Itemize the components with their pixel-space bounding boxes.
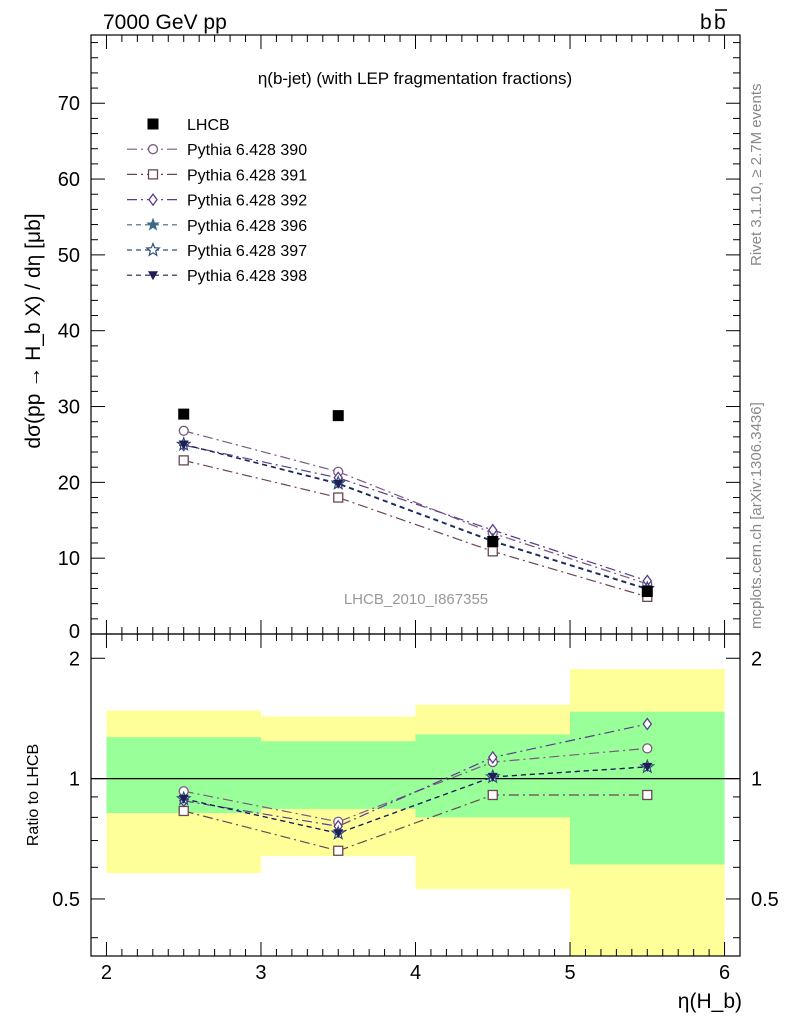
ratio-series-2-point-2 <box>333 845 344 856</box>
legend-label-2: Pythia 6.428 390 <box>187 142 307 159</box>
legend-marker-3 <box>147 169 159 180</box>
ratio-series-3-point-3 <box>487 750 498 764</box>
legend-marker-2 <box>147 144 159 155</box>
legend-marker-6 <box>145 241 161 257</box>
main-series-line-2 <box>183 459 648 598</box>
legend-label-7: Pythia 6.428 398 <box>187 268 307 285</box>
ratio-series-6-point-4 <box>642 762 653 772</box>
ratio-y-tick-label-left-1: 0.5 <box>52 889 80 911</box>
ratio-series-line-6 <box>183 766 648 834</box>
main-panel: η(b-jet) (with LEP fragmentation fractio… <box>22 34 741 643</box>
rivet-label: Rivet 3.1.10, ≥ 2.7M events <box>748 84 765 267</box>
process-label-b: b <box>700 11 712 34</box>
x-tick-label-3: 4 <box>410 962 421 984</box>
x-tick-label-2: 3 <box>255 962 266 984</box>
main-series-line-6 <box>183 443 648 590</box>
legend-label-1: LHCB <box>187 117 230 134</box>
legend-label-6: Pythia 6.428 397 <box>187 243 307 260</box>
main-series-line-1 <box>183 430 648 585</box>
main-series-1-point-1 <box>178 425 189 436</box>
main-y-tick-label-7: 70 <box>58 93 80 115</box>
ratio-series-6-point-1 <box>178 794 189 804</box>
ratio-y-axis-label: Ratio to LHCB <box>25 744 42 846</box>
ratio-band-inner-2 <box>260 741 416 809</box>
x-axis-label: η(H_b) <box>678 990 742 1013</box>
ratio-series-2-point-1 <box>178 805 189 817</box>
main-y-tick-label-4: 40 <box>58 321 80 343</box>
ratio-series-6-point-3 <box>487 772 498 782</box>
x-tick-label-5: 6 <box>719 962 730 984</box>
main-title: η(b-jet) (with LEP fragmentation fractio… <box>258 69 572 88</box>
lhcb-data-point-2 <box>332 410 344 422</box>
ratio-y-tick-label-right-1: 0.5 <box>751 889 779 911</box>
ratio-series-line-2 <box>183 794 648 852</box>
main-y-tick-label-3: 30 <box>58 397 80 419</box>
ratio-series-3-point-4 <box>642 717 653 731</box>
legend-label-4: Pythia 6.428 392 <box>187 193 307 210</box>
main-y-tick-label-zero: 0 <box>69 621 80 643</box>
lhcb-data-point-3 <box>487 535 499 547</box>
legend: LHCB Pythia 6.428 390 Pythia 6.428 391 Pyth… <box>127 117 307 285</box>
ratio-panel: 0.5 0.5 1 1 2 2 2 3 4 5 6 Ratio to LHCB <box>25 633 779 984</box>
main-y-tick-label-1: 10 <box>58 548 80 570</box>
ratio-series-6-point-2 <box>333 829 344 839</box>
ratio-band-inner-4 <box>570 711 725 865</box>
ratio-series-2-point-4 <box>642 789 653 801</box>
x-tick-label-1: 2 <box>101 962 112 984</box>
ratio-series-1-point-4 <box>642 743 653 754</box>
ratio-y-tick-label-left-3: 2 <box>69 648 80 670</box>
ratio-series-2-point-3 <box>487 789 498 801</box>
main-series-line-5 <box>183 443 648 590</box>
ratio-y-tick-label-right-3: 2 <box>751 648 762 670</box>
mcplots-label: mcplots.cern.ch [arXiv:1306.3436] <box>748 402 765 629</box>
main-series-line-3 <box>183 444 648 582</box>
main-y-tick-label-5: 50 <box>58 245 80 267</box>
ratio-y-tick-label-right-2: 1 <box>751 769 762 791</box>
legend-marker-4 <box>148 192 158 207</box>
main-series-6-point-2 <box>333 479 344 489</box>
main-series-6-point-1 <box>178 440 189 450</box>
x-tick-label-4: 5 <box>564 962 575 984</box>
main-series-2-point-3 <box>487 546 498 557</box>
process-label-bbar: b <box>714 11 726 34</box>
ratio-y-tick-label-left-2: 1 <box>69 769 80 791</box>
legend-marker-1 <box>147 118 159 130</box>
main-series-2-point-1 <box>178 455 189 466</box>
energy-label: 7000 GeV pp <box>103 11 227 34</box>
lhcb-data-point-1 <box>178 408 190 420</box>
process-label: b b <box>700 9 727 34</box>
main-series-2-point-2 <box>333 492 344 503</box>
legend-marker-5 <box>146 217 160 231</box>
legend-label-5: Pythia 6.428 396 <box>187 218 307 235</box>
main-y-axis-label: dσ(pp → H_b X) / dη [μb] <box>22 213 45 448</box>
legend-marker-7 <box>148 271 158 281</box>
main-y-tick-label-2: 20 <box>58 472 80 494</box>
main-y-tick-label-6: 60 <box>58 169 80 191</box>
main-series-line-4 <box>183 443 648 590</box>
ratio-series-line-3 <box>183 723 648 827</box>
legend-label-3: Pythia 6.428 391 <box>187 167 307 184</box>
watermark: LHCB_2010_I867355 <box>344 591 488 608</box>
lhcb-data-point-4 <box>641 586 653 598</box>
